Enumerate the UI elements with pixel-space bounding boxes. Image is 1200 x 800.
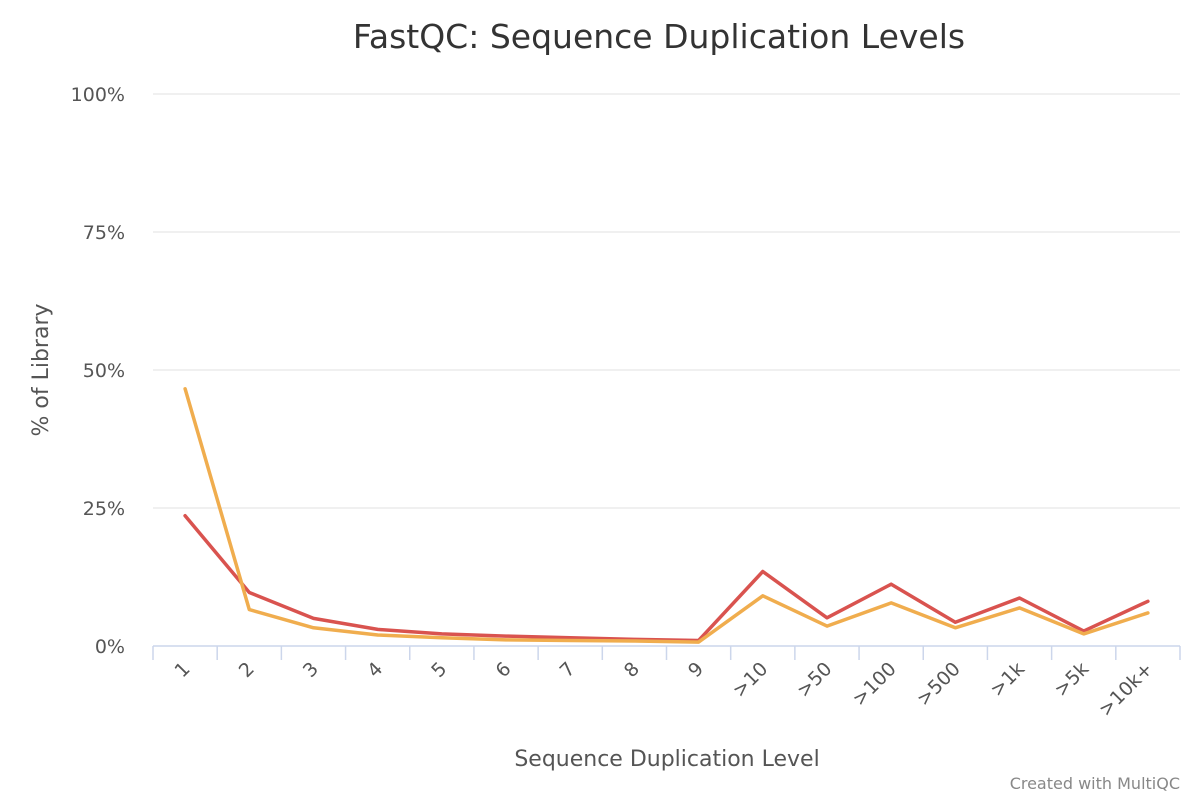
x-tick-label: 5 bbox=[427, 658, 451, 682]
x-tick-label: 6 bbox=[491, 658, 515, 682]
y-tick-label: 100% bbox=[71, 84, 125, 106]
x-tick-label: >100 bbox=[848, 658, 900, 710]
x-tick-label: 7 bbox=[556, 658, 580, 682]
x-tick-label: 9 bbox=[684, 658, 708, 682]
gridlines bbox=[153, 93, 1180, 509]
y-axis-title: % of Library bbox=[29, 303, 54, 436]
x-tick-label: >50 bbox=[793, 658, 837, 702]
y-tick-label: 0% bbox=[95, 636, 125, 658]
x-tick-label: 2 bbox=[235, 658, 259, 682]
x-tick-label: 8 bbox=[620, 658, 644, 682]
x-tick-label: >1k bbox=[986, 658, 1029, 701]
x-axis-title: Sequence Duplication Level bbox=[514, 747, 819, 772]
series-line-2[interactable] bbox=[183, 387, 1150, 644]
x-tick-label: >10k+ bbox=[1094, 658, 1157, 721]
x-tick-label: >5k bbox=[1050, 658, 1093, 701]
series-line-1[interactable] bbox=[183, 513, 1150, 643]
x-tick-label: 1 bbox=[171, 658, 195, 682]
x-tick-label: >500 bbox=[912, 658, 964, 710]
y-tick-label: 50% bbox=[83, 360, 125, 382]
x-tick-label: >10 bbox=[728, 658, 772, 702]
credit-text: Created with MultiQC bbox=[1010, 774, 1180, 793]
x-tick-label: 3 bbox=[299, 658, 323, 682]
x-axis: 1 2 3 4 5 6 7 8 9 >10 >50 >100 >500 >1k >5k >10k+ bbox=[152, 645, 1181, 721]
x-tick-label: 4 bbox=[363, 658, 387, 682]
y-tick-label: 75% bbox=[83, 222, 125, 244]
chart-title: FastQC: Sequence Duplication Levels bbox=[353, 17, 965, 56]
y-tick-label: 25% bbox=[83, 498, 125, 520]
y-axis-ticks: 0% 25% 50% 75% 100% bbox=[71, 84, 125, 658]
series-lines bbox=[183, 387, 1150, 644]
